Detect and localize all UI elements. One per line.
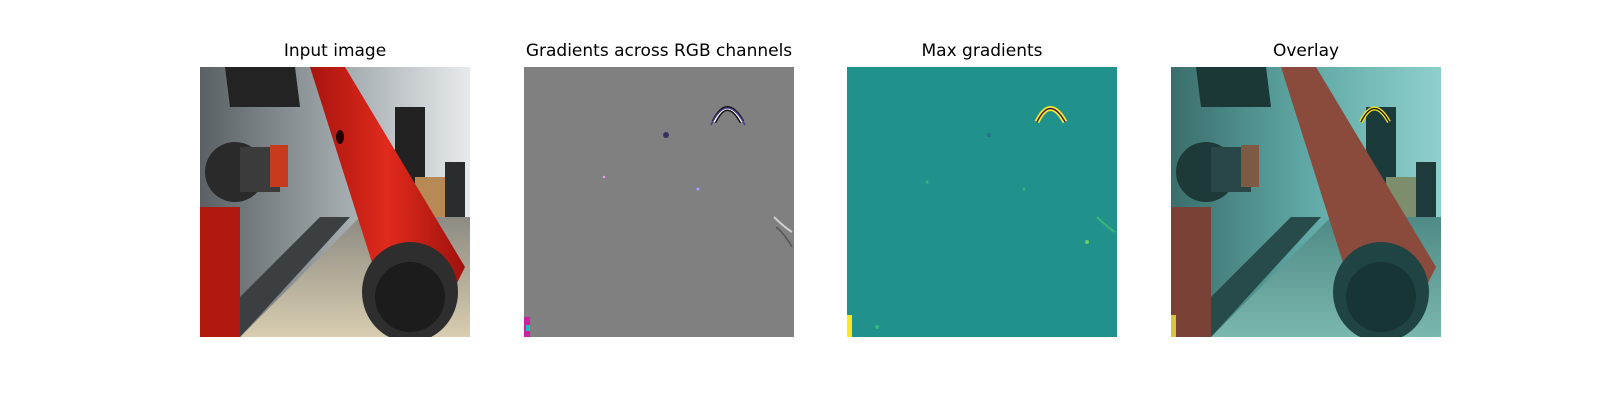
- panel-title: Max gradients: [921, 41, 1043, 61]
- panel-title: Overlay: [1272, 41, 1340, 61]
- panel-title: Input image: [283, 41, 387, 61]
- panel-title: Gradients across RGB channels: [525, 41, 793, 61]
- input-image: [200, 67, 470, 337]
- max-gradient-map: [847, 67, 1117, 337]
- rgb-gradient-map: [524, 67, 794, 337]
- overlay-image: [1171, 67, 1441, 337]
